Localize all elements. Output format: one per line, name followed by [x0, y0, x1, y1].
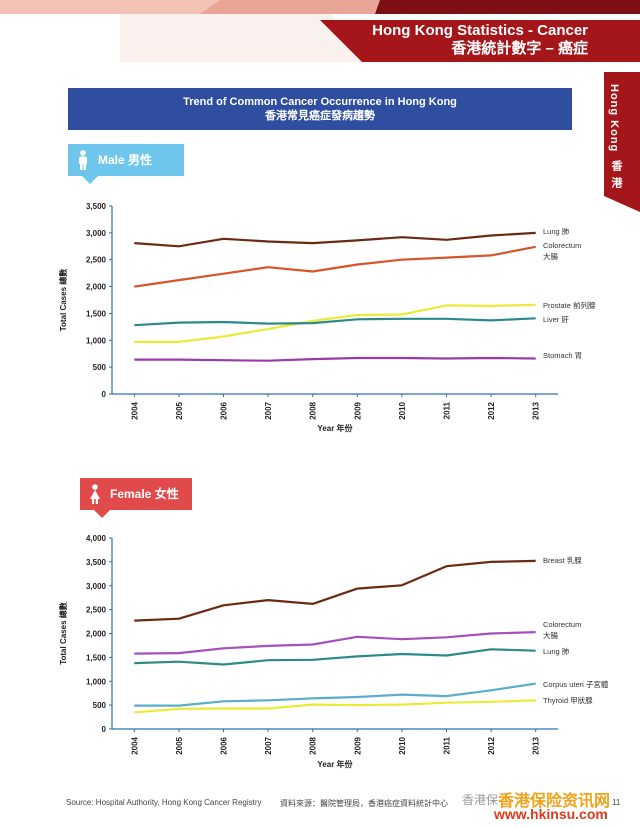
male-series-line-4 [134, 356, 536, 362]
male-series-label-2: Prostate 前列腺 [543, 300, 596, 310]
female-series-label-0: Breast 乳腺 [543, 555, 582, 565]
male-x-axis-label: Year 年份 [317, 423, 353, 433]
female-series-label-3: Corpus uteri 子宮體 [543, 679, 609, 689]
male-y-tick-label: 1,500 [86, 309, 107, 318]
female-x-tick-label: 2013 [532, 736, 541, 754]
male-x-tick-label: 2006 [220, 401, 229, 419]
banner-title-en: Trend of Common Cancer Occurrence in Hon… [183, 96, 457, 108]
page-number: 11 [612, 798, 621, 807]
male-badge: Male 男性 [68, 144, 184, 184]
side-tab: Hong Kong 香港 [608, 84, 632, 194]
female-series-line-4 [134, 699, 536, 714]
male-y-tick-label: 0 [102, 390, 107, 399]
male-series-label-1: Colorectum 大腸 [543, 241, 581, 261]
male-y-tick-label: 500 [93, 363, 107, 372]
female-badge: Female 女性 [80, 478, 192, 518]
female-x-tick-label: 2012 [487, 736, 496, 754]
male-series-line-1 [134, 245, 536, 288]
male-series-line-2 [134, 303, 536, 343]
header-red-band [320, 20, 640, 62]
male-y-axis-label: Total Cases 總數 [58, 269, 68, 332]
male-series-line-0 [134, 231, 536, 248]
chart-banner: Trend of Common Cancer Occurrence in Hon… [68, 88, 572, 130]
female-x-axis-label: Year 年份 [317, 759, 353, 769]
header-stripe-dark [375, 0, 640, 14]
male-figure-icon [79, 150, 87, 170]
male-y-tick-label: 3,000 [86, 229, 107, 238]
female-y-axis-label: Total Cases 總數 [58, 602, 68, 665]
female-x-tick-label: 2005 [175, 736, 184, 754]
source-en: Source: Hospital Authority, Hong Kong Ca… [66, 798, 262, 807]
female-series-label-1: Colorectum 大腸 [543, 620, 581, 640]
female-badge-label: Female 女性 [110, 487, 179, 501]
female-y-tick-label: 500 [93, 701, 107, 710]
header-stripe-light [0, 0, 260, 14]
female-badge-pointer [94, 510, 110, 518]
female-chart: 0 500 1,000 1,500 2,000 2,500 3,000 3,500 4,000 2… [58, 534, 609, 769]
male-x-tick-label: 2011 [443, 401, 452, 419]
female-series-line-2 [134, 648, 536, 666]
male-series-label-0: Lung 肺 [543, 227, 570, 236]
female-y-tick-label: 2,000 [86, 630, 107, 639]
header-title: Hong Kong Statistics - Cancer 香港統計數字 – 癌… [372, 22, 588, 58]
male-x-tick-label: 2004 [130, 401, 139, 419]
side-tab-en: Hong Kong [608, 84, 620, 153]
male-series-label-3: Liver 肝 [543, 315, 569, 324]
header-stripe-mid [200, 0, 420, 14]
male-x-tick-label: 2009 [353, 401, 362, 419]
female-y-tick-label: 3,000 [86, 582, 107, 591]
source-zh: 資料來源：醫院管理局，香港癌症資料統計中心 [280, 799, 448, 808]
female-y-tick-label: 4,000 [86, 534, 107, 543]
female-x-tick-label: 2009 [353, 736, 362, 754]
male-y-tick-label: 2,000 [86, 283, 107, 292]
female-series-line-3 [134, 682, 536, 707]
watermark-text: 香港保 [462, 793, 499, 807]
male-x-tick-label: 2007 [264, 401, 273, 419]
side-tab-shape [604, 72, 640, 212]
female-x-tick-label: 2004 [130, 736, 139, 754]
side-tab-zh: 香港 [610, 160, 622, 195]
male-badge-label: Male 男性 [98, 153, 153, 167]
female-figure-icon [90, 484, 100, 504]
male-x-tick-label: 2008 [309, 401, 318, 419]
male-x-tick-label: 2010 [398, 401, 407, 419]
female-series-label-2: Lung 肺 [543, 647, 570, 656]
header-title-zh: 香港統計數字 – 癌症 [451, 40, 588, 57]
male-x-tick-label: 2013 [532, 401, 541, 419]
male-series-line-3 [134, 317, 536, 327]
male-series-label-4: Stomach 胃 [543, 351, 582, 360]
male-y-tick-label: 2,500 [86, 256, 107, 265]
watermark-url: www.hkinsu.com [494, 806, 608, 822]
female-x-tick-label: 2008 [309, 736, 318, 754]
male-x-tick-label: 2012 [487, 401, 496, 419]
male-y-tick-label: 1,000 [86, 336, 107, 345]
watermark-site-name: 香港保险资讯网 [498, 793, 611, 810]
male-chart: 0 500 1,000 1,500 2,000 2,500 3,000 3,500 2004 20… [58, 202, 596, 433]
banner-title-zh: 香港常見癌症發病趨勢 [265, 110, 375, 122]
female-x-tick-label: 2007 [264, 736, 273, 754]
header-title-en: Hong Kong Statistics - Cancer [372, 22, 588, 39]
female-series-label-4: Thyroid 甲狀腺 [543, 695, 593, 705]
male-badge-pointer [82, 176, 98, 184]
female-series-line-0 [134, 559, 536, 622]
female-x-tick-label: 2011 [443, 736, 452, 754]
female-y-tick-label: 3,500 [86, 558, 107, 567]
header-fade-shape [120, 14, 380, 62]
female-x-tick-label: 2010 [398, 736, 407, 754]
female-y-tick-label: 1,500 [86, 653, 107, 662]
male-x-tick-label: 2005 [175, 401, 184, 419]
female-series-line-1 [134, 631, 536, 655]
female-y-tick-label: 2,500 [86, 606, 107, 615]
female-x-tick-label: 2006 [220, 736, 229, 754]
female-y-tick-label: 0 [102, 725, 107, 734]
male-y-tick-label: 3,500 [86, 202, 107, 211]
female-y-tick-label: 1,000 [86, 677, 107, 686]
